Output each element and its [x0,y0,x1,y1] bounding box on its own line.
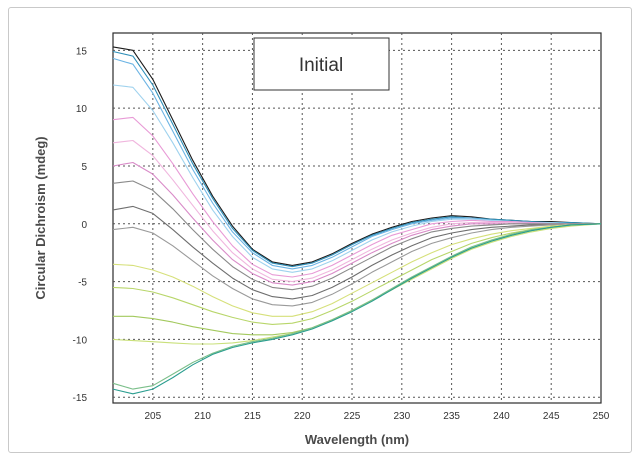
y-tick-label: -10 [73,335,88,346]
series-line-15 [112,223,602,390]
x-tick-label: 205 [144,411,161,422]
x-tick-label: 215 [244,411,261,422]
y-tick-label: 10 [76,104,88,115]
x-tick-label: 225 [344,411,361,422]
x-tick-label: 250 [593,411,610,422]
x-axis-label: Wavelength (nm) [305,432,409,447]
annotation-label: Initial [299,55,343,76]
series-line-5 [112,116,601,278]
x-tick-label: 220 [294,411,311,422]
x-tick-label: 230 [393,411,410,422]
y-tick-label: -5 [78,278,87,289]
series-line-2 [112,50,602,268]
annotation-box [253,37,390,91]
series-layer [112,46,602,395]
plot-area [112,32,602,404]
grid-lines [113,33,601,403]
x-tick-label: 235 [443,411,460,422]
series-line-11 [112,223,602,317]
y-tick-label: -15 [73,393,88,404]
x-tick-label: 210 [194,411,211,422]
series-line-8 [112,180,601,291]
series-line-9 [112,205,601,300]
series-line-12 [112,223,602,325]
y-axis-label: Circular Dichroism (mdeg) [33,136,48,299]
y-tick-label: 15 [76,46,88,57]
series-line-10 [112,223,601,307]
series-line-16 [112,223,602,395]
y-tick-label: 0 [81,220,87,231]
y-tick-label: 5 [81,162,87,173]
y-tick-labels: 15 10 5 0 -5 -10 -15 [73,46,88,404]
x-tick-label: 240 [493,411,510,422]
series-line-6 [112,139,601,283]
x-tick-labels: 205 210 215 220 225 230 235 240 245 250 [144,411,609,422]
x-tick-label: 245 [543,411,560,422]
